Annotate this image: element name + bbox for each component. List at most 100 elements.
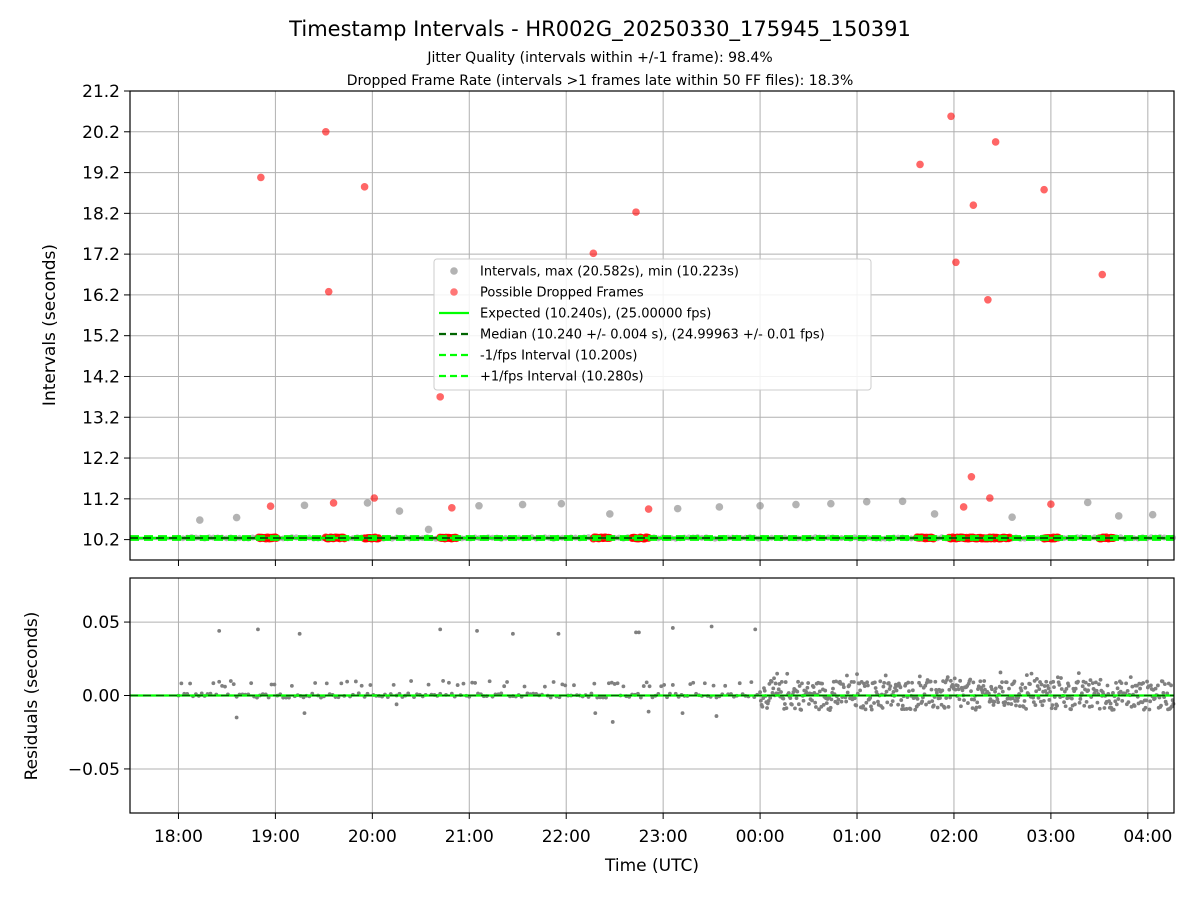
residuals-y-tick-label: −0.05 [68, 760, 120, 780]
residual-outlier-point [753, 627, 758, 632]
residual-point [391, 682, 396, 687]
legend-marker [450, 267, 458, 275]
chart-subtitle-dropped: Dropped Frame Rate (intervals >1 frames … [347, 73, 854, 89]
residual-point [572, 683, 576, 688]
residual-point [604, 695, 608, 700]
residual-point [865, 680, 870, 685]
dropped-frame-point [986, 494, 994, 502]
intervals-axes-frame [129, 90, 1175, 561]
residual-point [952, 676, 957, 681]
residual-point [795, 689, 800, 694]
residual-point [930, 699, 935, 704]
residual-point [776, 687, 781, 692]
residual-point [929, 687, 934, 692]
residual-point [869, 704, 873, 709]
residual-point [969, 689, 973, 694]
residual-point [1007, 686, 1011, 691]
residual-point [991, 703, 996, 707]
residual-outlier-point [217, 628, 222, 633]
residual-point [592, 681, 597, 686]
residual-point [1039, 682, 1044, 687]
residual-point [426, 682, 431, 687]
residual-point [1076, 671, 1081, 676]
residual-point [1064, 686, 1069, 691]
residual-point [1160, 679, 1165, 684]
residual-point [841, 682, 845, 687]
residual-point [884, 689, 889, 694]
residual-point [971, 680, 976, 685]
residual-point [876, 699, 880, 704]
dropped-frame-point [1047, 500, 1055, 508]
residual-point [828, 705, 833, 710]
residual-point [1105, 683, 1110, 688]
residual-point [1152, 696, 1157, 701]
residual-point [908, 707, 913, 712]
residual-point [1132, 704, 1137, 708]
residual-point [563, 683, 568, 688]
residual-point [880, 706, 885, 710]
residual-point [974, 705, 979, 710]
residual-point [272, 682, 277, 687]
residual-point [1048, 689, 1053, 694]
interval-outlier-point [792, 500, 800, 509]
residual-point [823, 688, 828, 693]
residual-point [872, 701, 876, 705]
residual-point [934, 687, 939, 692]
residual-point [800, 681, 804, 686]
residual-point [1114, 680, 1118, 685]
residual-point [947, 687, 952, 692]
residuals-x-ticks: 18:00 19:00 20:00 21:00 22:00 23:00 00:00 01:00… [154, 813, 1172, 847]
residual-point [900, 703, 905, 708]
residual-point [255, 695, 259, 700]
residual-point [977, 705, 982, 709]
residual-point [1134, 689, 1139, 694]
residual-point [945, 675, 950, 680]
residual-point [789, 702, 794, 707]
residual-point [793, 706, 797, 711]
legend-box [433, 258, 872, 391]
residual-point [904, 707, 909, 711]
residual-point [1062, 700, 1066, 705]
residual-point [953, 687, 958, 692]
interval-outlier-point [862, 497, 871, 506]
residual-point [820, 681, 825, 686]
residual-point [811, 685, 816, 689]
residual-point [1141, 681, 1146, 685]
residual-point [1046, 686, 1051, 691]
residual-point [812, 690, 817, 695]
residual-point [810, 698, 814, 703]
residual-point [839, 699, 844, 704]
interval-outlier-point [557, 499, 566, 508]
residual-outlier-point [610, 720, 615, 724]
intervals-reference-lines [130, 535, 1174, 541]
interval-outlier-point [606, 510, 614, 518]
interval-outlier-point [1114, 512, 1123, 520]
residual-point [1051, 679, 1056, 684]
residual-point [758, 690, 762, 695]
residual-point [702, 681, 707, 686]
residual-point [881, 684, 886, 689]
interval-outlier-point [475, 501, 483, 510]
residual-point [1059, 676, 1063, 680]
dropped-frame-point [324, 287, 333, 296]
residual-point [1024, 673, 1029, 678]
residual-outlier-point [556, 631, 561, 636]
x-tick-label: 20:00 [348, 827, 397, 847]
dropped-frame-point [1098, 270, 1107, 279]
residual-point [1042, 699, 1046, 703]
residual-point [1009, 702, 1014, 706]
residual-point [888, 684, 893, 689]
residual-point [1004, 680, 1009, 685]
residual-point [1019, 688, 1024, 693]
residual-point [356, 691, 361, 696]
residual-point [999, 685, 1004, 690]
residual-point [1033, 703, 1038, 707]
residual-point [505, 680, 509, 684]
residual-point [1073, 702, 1077, 707]
residual-point [1120, 698, 1125, 703]
residual-point [1113, 699, 1118, 704]
x-tick-label: 21:00 [445, 827, 494, 847]
intervals-y-tick-label: 16.2 [82, 286, 120, 306]
residual-point [220, 683, 224, 688]
residual-point [1108, 701, 1113, 706]
